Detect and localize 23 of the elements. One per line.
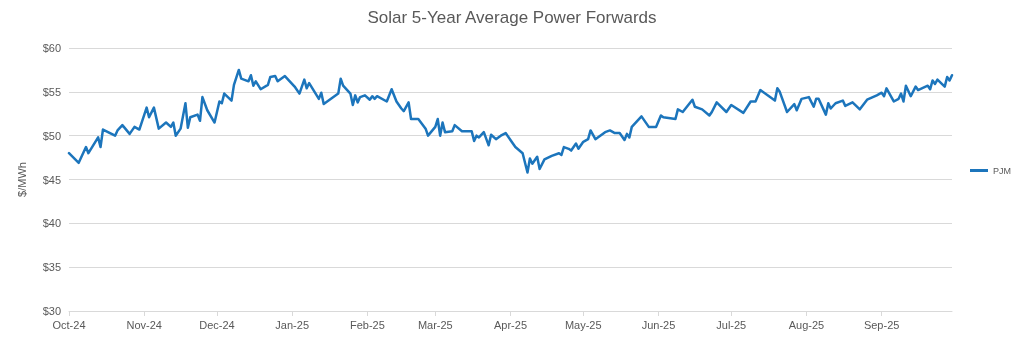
x-tick-label: Apr-25	[493, 318, 528, 331]
chart-title: Solar 5-Year Average Power Forwards	[367, 8, 657, 27]
y-tick-label: $55	[42, 85, 61, 98]
y-tick-label: $40	[42, 217, 61, 230]
x-tick-label: Jan-25	[275, 318, 309, 331]
x-tick-label: Feb-25	[349, 318, 385, 331]
x-tick-label: May-25	[564, 318, 602, 331]
y-tick-label: $45	[42, 173, 61, 186]
line-series	[67, 68, 954, 174]
x-tick-label: Aug-25	[788, 318, 825, 331]
y-tick-label: $35	[42, 261, 61, 274]
x-tick-label: Sep-25	[863, 318, 900, 331]
x-tick-label: Jul-25	[716, 318, 747, 331]
x-tick-label: Mar-25	[417, 318, 453, 331]
x-tick-label: Oct-24	[52, 318, 86, 331]
y-tick-label: $30	[42, 305, 61, 317]
x-tick-label: Nov-24	[126, 318, 162, 331]
x-tick-label: Dec-24	[199, 318, 235, 331]
y-tick-label: $50	[42, 129, 61, 142]
y-tick-label: $60	[42, 42, 61, 54]
x-tick-label: Jun-25	[641, 318, 676, 331]
y-axis-title: $/MWh	[15, 162, 28, 197]
legend-label: PJM	[993, 165, 1011, 176]
